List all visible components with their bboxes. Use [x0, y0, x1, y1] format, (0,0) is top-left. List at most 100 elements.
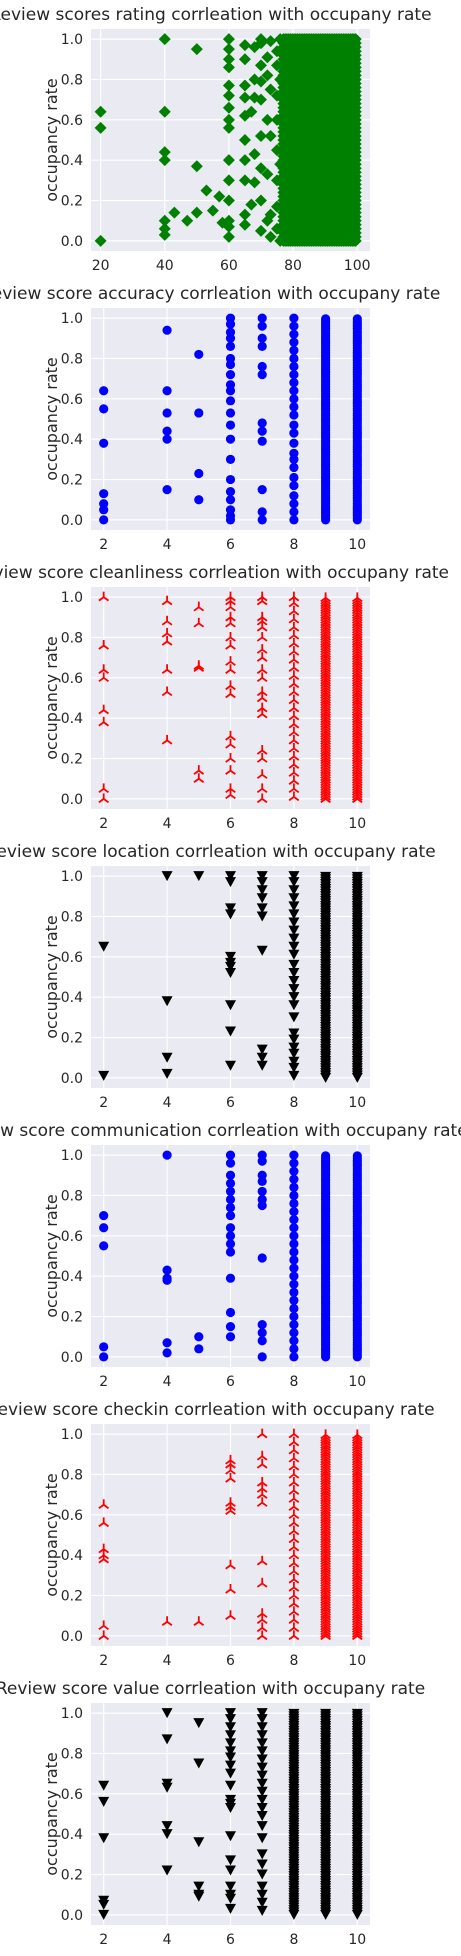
x-tick-label: 2 — [99, 1653, 108, 1669]
data-point-284 — [225, 1831, 236, 1842]
data-point-2195 — [254, 59, 267, 72]
data-point-83 — [320, 871, 332, 882]
data-point-198 — [225, 434, 236, 444]
data-point-214 — [288, 1541, 300, 1552]
data-point-307 — [256, 1849, 268, 1860]
data-point-204 — [288, 933, 300, 944]
data-point-227 — [289, 1295, 299, 1305]
x-tick-label: 60 — [220, 258, 238, 274]
data-point-204 — [257, 1253, 267, 1263]
data-point-195 — [256, 1060, 268, 1071]
y-tick-label: 0.0 — [61, 513, 83, 529]
chart-panel-2: Review score accuracy corrleation with o… — [0, 284, 440, 553]
x-tick-label: 4 — [163, 816, 172, 832]
data-point-167 — [320, 1708, 332, 1719]
y-tick-label: 0.2 — [61, 1031, 83, 1047]
data-point-197 — [225, 420, 236, 430]
data-point-219 — [289, 1231, 299, 1241]
data-point-224 — [289, 361, 299, 372]
data-point-2210 — [264, 208, 277, 221]
x-tick-label: 6 — [226, 816, 235, 832]
data-point-210 — [289, 1158, 299, 1168]
data-point-200 — [288, 901, 300, 912]
data-point-176 — [193, 1616, 205, 1627]
y-tick-label: 0.4 — [61, 990, 83, 1006]
x-tick-label: 4 — [163, 537, 172, 553]
data-point-270 — [193, 1891, 205, 1902]
data-point-231 — [289, 420, 299, 430]
data-point-2197 — [254, 93, 267, 106]
y-tick-label: 0.4 — [61, 711, 83, 727]
data-point-264 — [161, 1865, 173, 1876]
data-point-175 — [161, 1616, 173, 1627]
data-point-167 — [351, 871, 363, 882]
data-point-173 — [161, 1068, 173, 1079]
data-point-2175 — [222, 230, 235, 243]
data-point-2164 — [222, 61, 235, 74]
data-point-211 — [257, 370, 267, 380]
x-tick-label: 10 — [348, 1095, 366, 1111]
chart-panel-3: Review score cleanliness corrleation wit… — [0, 563, 449, 832]
data-point-308 — [256, 1859, 268, 1870]
data-point-188 — [256, 885, 268, 896]
data-point-2194 — [254, 37, 267, 50]
data-point-2199 — [254, 162, 267, 175]
x-tick-label: 20 — [92, 258, 110, 274]
data-point-2178 — [238, 79, 251, 92]
data-point-252 — [98, 1780, 110, 1791]
data-point-2159 — [213, 190, 226, 203]
y-tick-label: 1.0 — [61, 590, 83, 606]
data-point-221 — [289, 337, 299, 347]
data-point-201 — [225, 487, 236, 497]
data-point-237 — [288, 686, 300, 697]
data-point-280 — [225, 1780, 236, 1791]
data-point-223 — [256, 783, 268, 794]
data-point-2187 — [245, 198, 258, 211]
data-point-212 — [257, 418, 267, 428]
data-point-184 — [225, 1026, 236, 1037]
x-tick-label: 2 — [99, 1374, 108, 1390]
data-point-300 — [256, 1778, 268, 1789]
chart-panel-1: Review scores rating corrleation with oc… — [0, 5, 432, 274]
data-point-187 — [256, 877, 268, 888]
data-point-209 — [257, 341, 267, 351]
data-point-237 — [289, 472, 299, 483]
data-point-176 — [162, 386, 172, 396]
data-point-2163 — [222, 53, 235, 66]
data-point-167 — [351, 592, 363, 603]
data-point-2145 — [158, 33, 171, 46]
data-point-192 — [225, 370, 236, 380]
y-tick-label: 1.0 — [61, 1148, 83, 1164]
data-point-2168 — [222, 113, 235, 126]
data-point-209 — [288, 976, 300, 987]
chart-title: Review score cleanliness corrleation wit… — [0, 563, 449, 583]
data-point-200 — [257, 1176, 267, 1186]
y-tick-label: 0.4 — [61, 1548, 83, 1564]
data-point-167 — [352, 1151, 362, 1161]
data-point-223 — [289, 1263, 299, 1273]
y-tick-label: 0.0 — [61, 1629, 83, 1645]
data-point-193 — [256, 1497, 268, 1507]
data-point-194 — [256, 1555, 268, 1566]
data-point-2142 — [94, 234, 107, 247]
x-tick-label: 8 — [289, 1374, 298, 1390]
data-point-309 — [256, 1869, 268, 1880]
data-point-194 — [225, 1307, 236, 1318]
data-point-188 — [225, 333, 236, 343]
data-point-190 — [256, 903, 268, 914]
data-point-2198 — [254, 129, 267, 142]
y-tick-label: 1.0 — [61, 311, 83, 327]
data-point-210 — [288, 1509, 300, 1520]
data-point-285 — [225, 1855, 236, 1866]
data-point-190 — [225, 1231, 236, 1241]
data-point-225 — [289, 1279, 299, 1289]
data-point-174 — [193, 871, 205, 882]
y-tick-label: 0.8 — [61, 1746, 83, 1762]
y-axis-label: occupancy rate — [42, 78, 61, 201]
data-point-197 — [225, 664, 236, 674]
data-point-188 — [225, 1211, 236, 1221]
data-point-2143 — [94, 121, 107, 134]
data-point-2150 — [158, 222, 171, 235]
data-point-2182 — [238, 154, 251, 167]
y-tick-label: 0.2 — [61, 1310, 83, 1326]
